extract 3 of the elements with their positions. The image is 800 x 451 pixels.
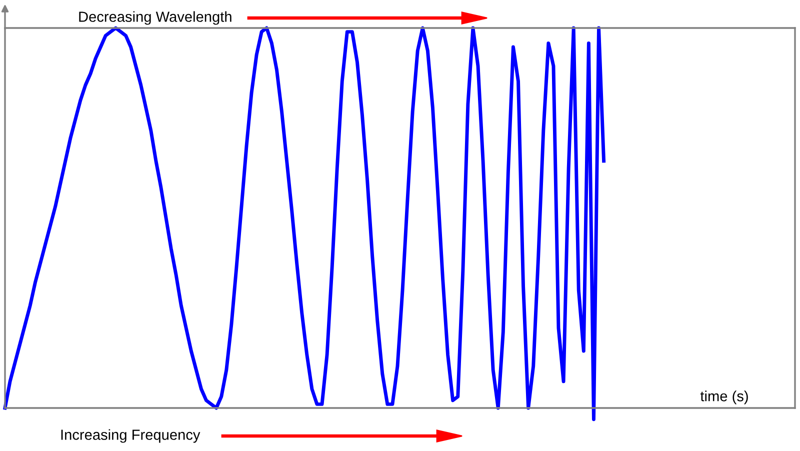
text: Increasing Frequency — [61, 429, 200, 443]
text: Decreasing Wavelength — [79, 11, 232, 25]
x-axis-title: time (s) — [700, 390, 748, 404]
